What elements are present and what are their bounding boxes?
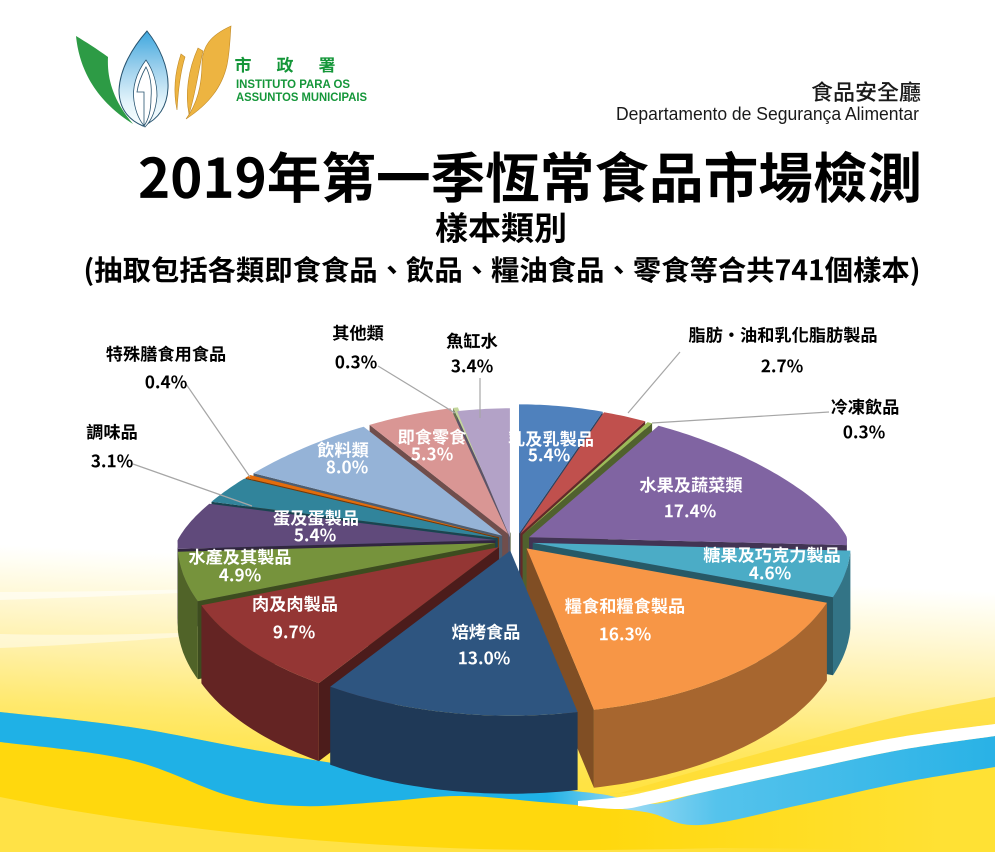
svg-text:Departamento de Segurança Alim: Departamento de Segurança Alimentar — [616, 104, 919, 124]
svg-text:ASSUNTOS MUNICIPAIS: ASSUNTOS MUNICIPAIS — [236, 90, 367, 104]
svg-text:INSTITUTO PARA OS: INSTITUTO PARA OS — [236, 77, 350, 91]
